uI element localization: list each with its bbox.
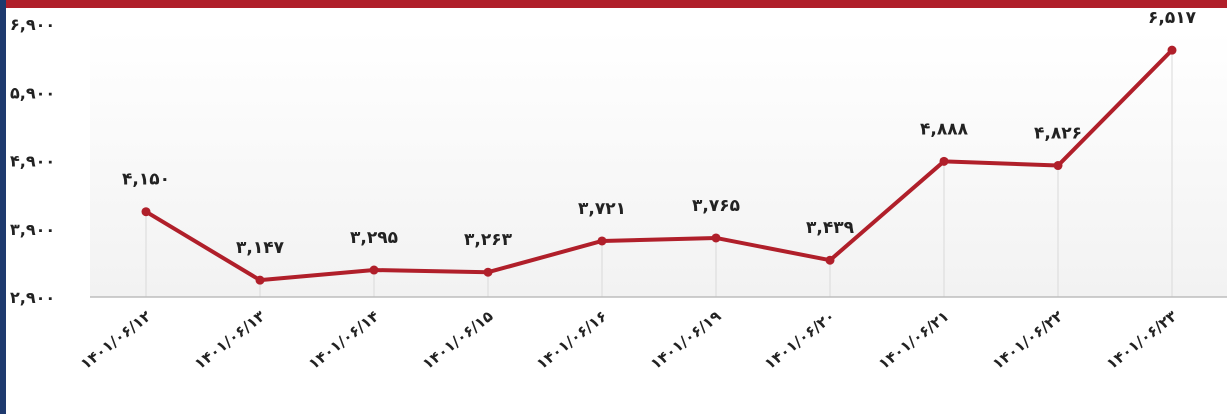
y-tick-label: ۴,۹۰۰	[10, 152, 55, 171]
data-point	[597, 236, 607, 246]
data-label: ۴,۸۲۶	[1034, 124, 1082, 144]
data-point	[1053, 161, 1063, 171]
data-label: ۳,۷۲۱	[578, 199, 626, 219]
y-tick-label: ۵,۹۰۰	[10, 83, 55, 102]
data-label: ۶,۵۱۷	[1148, 8, 1197, 28]
data-point	[939, 156, 949, 166]
data-label: ۴,۸۸۸	[920, 119, 969, 139]
x-tick-label: ۱۴۰۱/۰۶/۲۰	[761, 307, 838, 373]
x-tick-label: ۱۴۰۱/۰۶/۱۵	[419, 307, 496, 373]
x-tick-label: ۱۴۰۱/۰۶/۲۳	[1103, 307, 1180, 373]
data-point	[369, 265, 379, 275]
data-point	[483, 267, 493, 277]
data-label: ۴,۱۵۰	[122, 170, 170, 190]
x-tick-label: ۱۴۰۱/۰۶/۱۶	[533, 307, 610, 373]
data-point	[1167, 45, 1177, 55]
x-tick-label: ۱۴۰۱/۰۶/۱۲	[77, 307, 154, 373]
header-bar	[0, 0, 1227, 8]
side-bar	[0, 0, 6, 414]
x-tick-label: ۱۴۰۱/۰۶/۱۹	[647, 307, 724, 373]
data-label: ۳,۲۹۵	[350, 228, 398, 248]
data-label: ۳,۴۳۹	[806, 218, 855, 238]
x-tick-label: ۱۴۰۱/۰۶/۱۴	[305, 307, 382, 373]
series-line	[144, 48, 1174, 283]
y-tick-label: ۶,۹۰۰	[10, 15, 55, 34]
data-point	[825, 255, 835, 265]
x-tick-label: ۱۴۰۱/۰۶/۲۲	[989, 307, 1066, 373]
x-tick-label: ۱۴۰۱/۰۶/۲۱	[875, 307, 952, 373]
x-tick-label: ۱۴۰۱/۰۶/۱۳	[191, 307, 268, 373]
data-label: ۳,۲۶۳	[464, 230, 513, 250]
data-label: ۳,۷۶۵	[692, 196, 740, 216]
y-tick-label: ۲,۹۰۰	[10, 288, 55, 307]
data-label: ۳,۱۴۷	[236, 238, 285, 258]
data-point	[711, 233, 721, 243]
y-tick-label: ۳,۹۰۰	[10, 220, 55, 239]
data-point	[141, 207, 151, 217]
data-point	[255, 275, 265, 285]
